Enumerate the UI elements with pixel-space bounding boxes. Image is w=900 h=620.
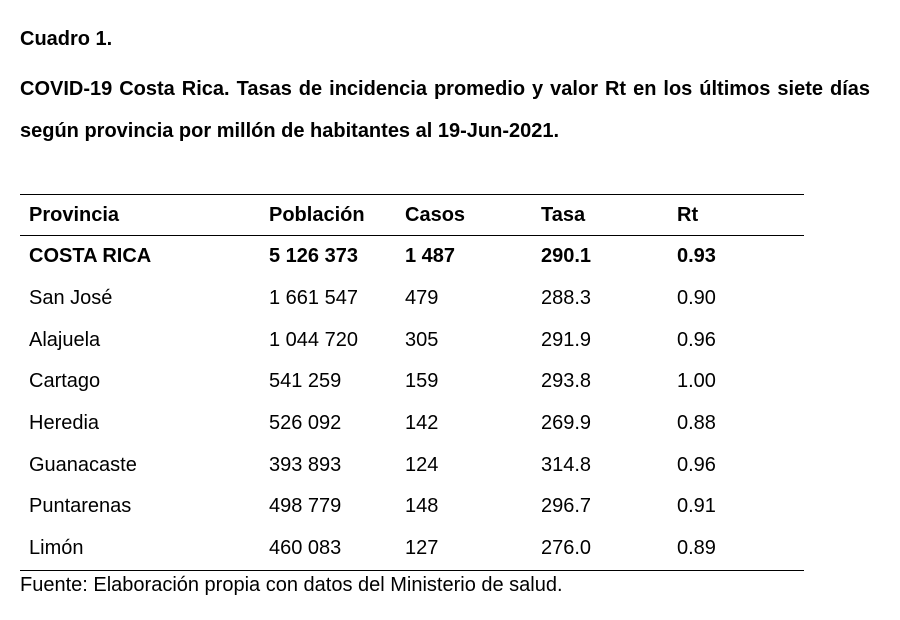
cell-provincia: COSTA RICA bbox=[29, 245, 152, 268]
cell-tasa: 290.1 bbox=[541, 245, 592, 268]
cell-provincia: Puntarenas bbox=[29, 495, 132, 518]
cell-provincia: Heredia bbox=[29, 412, 100, 435]
table-row: Heredia 526 092 142 269.9 0.88 bbox=[20, 403, 804, 445]
table-row: Alajuela 1 044 720 305 291.9 0.96 bbox=[20, 319, 804, 361]
cell-poblacion: 1 661 547 bbox=[269, 287, 358, 310]
cell-provincia: Limón bbox=[29, 537, 84, 560]
cell-provincia: Guanacaste bbox=[29, 453, 137, 476]
cell-rt: 0.96 bbox=[677, 328, 716, 351]
table-row: Puntarenas 498 779 148 296.7 0.91 bbox=[20, 486, 804, 528]
cell-provincia: Cartago bbox=[29, 370, 101, 393]
column-header-casos: Casos bbox=[405, 203, 466, 226]
data-table: Provincia Población Casos Tasa Rt COSTA … bbox=[20, 194, 804, 571]
cell-poblacion: 498 779 bbox=[269, 495, 342, 518]
table-header-row: Provincia Población Casos Tasa Rt bbox=[20, 194, 804, 236]
table-row-total: COSTA RICA 5 126 373 1 487 290.1 0.93 bbox=[20, 236, 804, 278]
cell-poblacion: 1 044 720 bbox=[269, 328, 358, 351]
table-row: Cartago 541 259 159 293.8 1.00 bbox=[20, 361, 804, 403]
column-header-rt: Rt bbox=[677, 203, 699, 226]
cell-casos: 148 bbox=[405, 495, 439, 518]
cell-casos: 1 487 bbox=[405, 245, 456, 268]
cell-rt: 0.88 bbox=[677, 412, 716, 435]
cell-poblacion: 393 893 bbox=[269, 453, 342, 476]
table-source-note: Fuente: Elaboración propia con datos del… bbox=[20, 574, 563, 596]
table-row: Limón 460 083 127 276.0 0.89 bbox=[20, 528, 804, 570]
table-label: Cuadro 1. bbox=[20, 28, 113, 50]
cell-rt: 1.00 bbox=[677, 370, 716, 393]
data-table-container: Provincia Población Casos Tasa Rt COSTA … bbox=[20, 194, 804, 571]
cell-tasa: 269.9 bbox=[541, 412, 592, 435]
cell-tasa: 293.8 bbox=[541, 370, 592, 393]
cell-tasa: 288.3 bbox=[541, 287, 592, 310]
cell-casos: 124 bbox=[405, 453, 439, 476]
cell-casos: 127 bbox=[405, 537, 439, 560]
cell-rt: 0.93 bbox=[677, 245, 716, 268]
cell-provincia: Alajuela bbox=[29, 328, 101, 351]
cell-poblacion: 460 083 bbox=[269, 537, 342, 560]
table-row: San José 1 661 547 479 288.3 0.90 bbox=[20, 278, 804, 320]
table-title: COVID-19 Costa Rica. Tasas de incidencia… bbox=[20, 78, 870, 142]
cell-tasa: 314.8 bbox=[541, 453, 592, 476]
column-header-tasa: Tasa bbox=[541, 203, 586, 226]
cell-poblacion: 541 259 bbox=[269, 370, 342, 393]
cell-poblacion: 526 092 bbox=[269, 412, 342, 435]
cell-rt: 0.96 bbox=[677, 453, 716, 476]
cell-rt: 0.90 bbox=[677, 287, 716, 310]
cell-tasa: 291.9 bbox=[541, 328, 592, 351]
cell-casos: 305 bbox=[405, 328, 439, 351]
column-header-poblacion: Población bbox=[269, 203, 365, 226]
cell-casos: 479 bbox=[405, 287, 439, 310]
cell-tasa: 276.0 bbox=[541, 537, 592, 560]
cell-poblacion: 5 126 373 bbox=[269, 245, 358, 268]
cell-casos: 142 bbox=[405, 412, 439, 435]
cell-tasa: 296.7 bbox=[541, 495, 592, 518]
cell-rt: 0.89 bbox=[677, 537, 716, 560]
cell-provincia: San José bbox=[29, 287, 113, 310]
cell-casos: 159 bbox=[405, 370, 439, 393]
column-header-provincia: Provincia bbox=[29, 203, 120, 226]
cell-rt: 0.91 bbox=[677, 495, 716, 518]
table-row: Guanacaste 393 893 124 314.8 0.96 bbox=[20, 444, 804, 486]
